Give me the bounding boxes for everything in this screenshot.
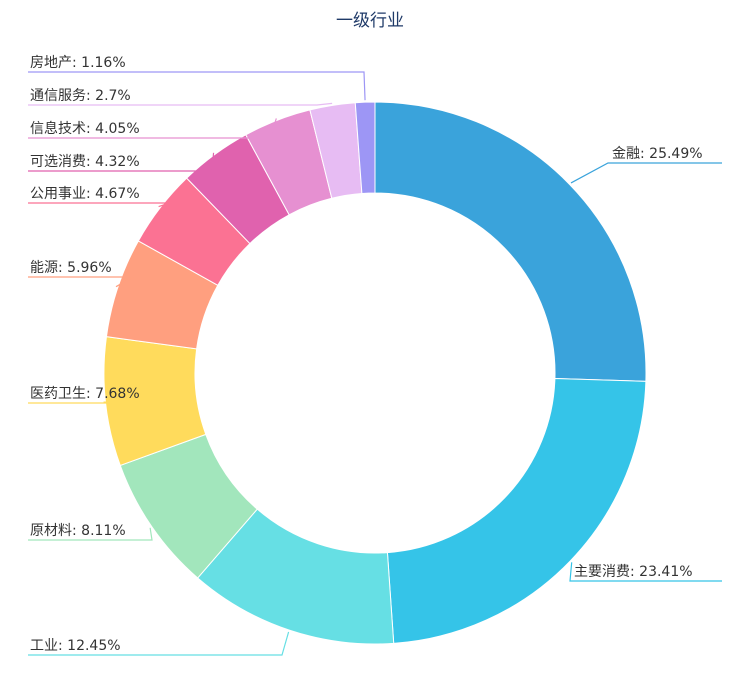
leader-line-7 bbox=[28, 202, 171, 208]
slice-label-8: 可选消费: 4.32% bbox=[30, 154, 140, 170]
slice-1[interactable] bbox=[374, 101, 647, 382]
leader-line-6 bbox=[28, 276, 136, 288]
slice-label-7: 公用事业: 4.67% bbox=[30, 186, 140, 202]
leader-line-1 bbox=[570, 162, 722, 184]
slice-label-11: 房地产: 1.16% bbox=[30, 55, 126, 71]
leader-line-10 bbox=[28, 102, 333, 106]
slice-2[interactable] bbox=[386, 378, 647, 644]
slice-label-10: 通信服务: 2.7% bbox=[30, 88, 131, 104]
slice-11[interactable] bbox=[354, 101, 376, 195]
slice-label-3: 工业: 12.45% bbox=[30, 638, 121, 654]
leader-line-9 bbox=[28, 118, 277, 139]
labels-layer: 金融: 25.49% 主要消费: 23.41% 工业: 12.45% 原材料: 8.1… bbox=[30, 55, 703, 654]
slice-label-2: 主要消费: 23.41% bbox=[574, 564, 693, 580]
leader-line-8 bbox=[28, 152, 215, 172]
leader-line-4 bbox=[28, 527, 153, 541]
slices-layer bbox=[103, 101, 647, 645]
leader-line-2 bbox=[569, 562, 722, 582]
chart-title: 一级行业 bbox=[336, 11, 404, 31]
slice-label-9: 信息技术: 4.05% bbox=[30, 120, 140, 137]
slice-label-1: 金融: 25.49% bbox=[612, 146, 703, 162]
leader-line-11 bbox=[28, 71, 366, 101]
leader-line-5 bbox=[28, 401, 166, 404]
slice-label-4: 原材料: 8.11% bbox=[30, 523, 126, 539]
slice-label-5: 医药卫生: 7.68% bbox=[30, 386, 140, 402]
slice-label-6: 能源: 5.96% bbox=[30, 260, 112, 276]
leader-line-3 bbox=[28, 631, 290, 656]
leader-lines-layer bbox=[28, 71, 722, 656]
